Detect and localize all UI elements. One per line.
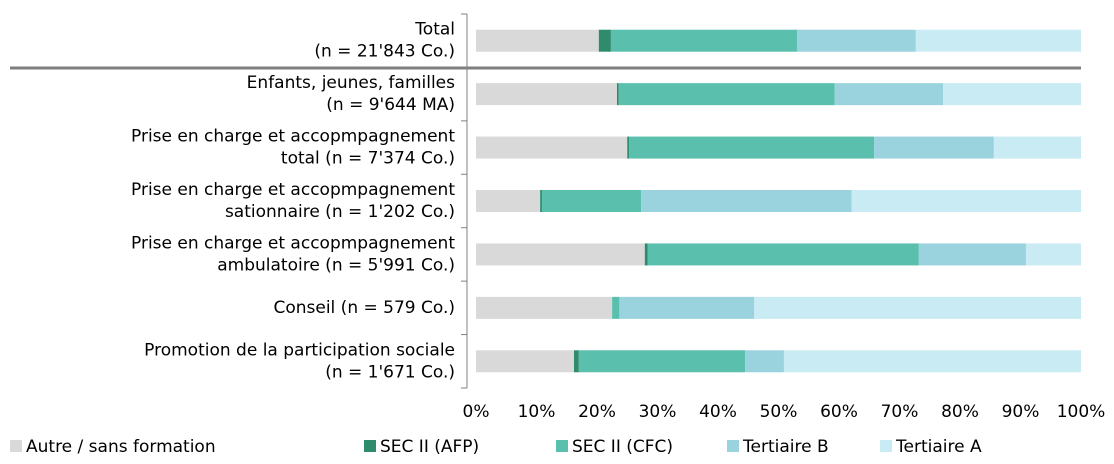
- x-tick-label: 70%: [881, 402, 919, 422]
- category-label-line: (n = 21'843 Co.): [314, 42, 455, 62]
- category-label-line: (n = 1'671 Co.): [325, 362, 455, 382]
- x-tick-label: 20%: [578, 402, 616, 422]
- legend-label: SEC II (AFP): [380, 437, 479, 457]
- x-tick-label: 60%: [820, 402, 858, 422]
- bar-segment: [745, 350, 784, 373]
- bar-segment: [629, 136, 875, 159]
- bar-segment: [616, 83, 619, 106]
- legend-label: Tertiaire B: [742, 437, 829, 457]
- category-label-line: Conseil (n = 579 Co.): [273, 298, 455, 318]
- category-label: Conseil (n = 579 Co.): [273, 298, 455, 318]
- category-label-line: total (n = 7'374 Co.): [281, 149, 455, 169]
- x-tick-label: 90%: [1002, 402, 1040, 422]
- category-label: Prise en charge et accopmpagnement sation…: [131, 180, 455, 222]
- bar-segment: [644, 243, 648, 266]
- bar-segment: [476, 190, 541, 212]
- x-tick-label: 30%: [639, 402, 677, 422]
- category-label: Promotion de la participation sociale (n …: [144, 340, 455, 382]
- category-label-line: Total: [414, 20, 455, 40]
- bar-segment: [476, 296, 613, 319]
- legend-label: Tertiaire A: [895, 437, 982, 457]
- bar-segment: [618, 83, 835, 106]
- category-label-line: sationnaire (n = 1'202 Co.): [225, 202, 455, 222]
- x-tick-label: 80%: [941, 402, 979, 422]
- bar-segment: [476, 136, 628, 159]
- bar-segment: [943, 83, 1081, 106]
- bar-segment: [874, 136, 994, 159]
- bar-segment: [476, 83, 617, 106]
- bar-segment: [918, 243, 1026, 266]
- bar-segment: [1025, 243, 1081, 266]
- category-label: Prise en charge et accopmpagnement ambula…: [131, 233, 455, 275]
- category-label-line: Prise en charge et accopmpagnement: [131, 127, 455, 147]
- category-label-line: Prise en charge et accopmpagnement: [131, 233, 455, 253]
- bar-segment: [834, 83, 944, 106]
- bar-segment: [993, 136, 1081, 159]
- category-label-line: Prise en charge et accopmpagnement: [131, 180, 455, 200]
- bar-segment: [541, 190, 642, 212]
- bar-segment: [612, 296, 620, 319]
- bar-segment: [627, 136, 630, 159]
- bar-segment: [915, 29, 1081, 52]
- category-label-line: (n = 9'644 MA): [326, 95, 455, 115]
- category-label-line: ambulatoire (n = 5'991 Co.): [217, 255, 455, 275]
- bar-segment: [578, 350, 746, 373]
- bar-segment: [610, 29, 798, 52]
- bar-segment: [540, 190, 542, 212]
- category-label: Prise en charge et accopmpagnement total …: [131, 127, 455, 169]
- bar-segment: [641, 190, 852, 212]
- bar-segment: [797, 29, 916, 52]
- legend-swatch: [556, 440, 568, 452]
- bar-segment: [783, 350, 1081, 373]
- legend-swatch: [880, 440, 892, 452]
- x-tick-label: 10%: [518, 402, 556, 422]
- bar-segment: [598, 29, 611, 52]
- legend-swatch: [727, 440, 739, 452]
- x-tick-label: 40%: [699, 402, 737, 422]
- legend-swatch: [364, 440, 376, 452]
- bar-segment: [476, 29, 599, 52]
- x-tick-label: 0%: [463, 402, 490, 422]
- bar-segment: [476, 350, 575, 373]
- category-label: Enfants, jeunes, familles (n = 9'644 MA): [247, 73, 455, 115]
- bar-segment: [619, 296, 755, 319]
- category-label: Total (n = 21'843 Co.): [314, 20, 455, 62]
- legend-swatch: [10, 440, 22, 452]
- category-label-line: Enfants, jeunes, familles: [247, 73, 455, 93]
- bar-segment: [851, 190, 1081, 212]
- bar-segment: [476, 243, 645, 266]
- category-label-line: Promotion de la participation sociale: [144, 340, 455, 360]
- legend-label: Autre / sans formation: [26, 437, 216, 457]
- bar-segment: [754, 296, 1081, 319]
- x-tick-label: 100%: [1057, 402, 1106, 422]
- bar-segment: [647, 243, 919, 266]
- legend-label: SEC II (CFC): [572, 437, 673, 457]
- bar-segment: [574, 350, 579, 373]
- x-tick-label: 50%: [760, 402, 798, 422]
